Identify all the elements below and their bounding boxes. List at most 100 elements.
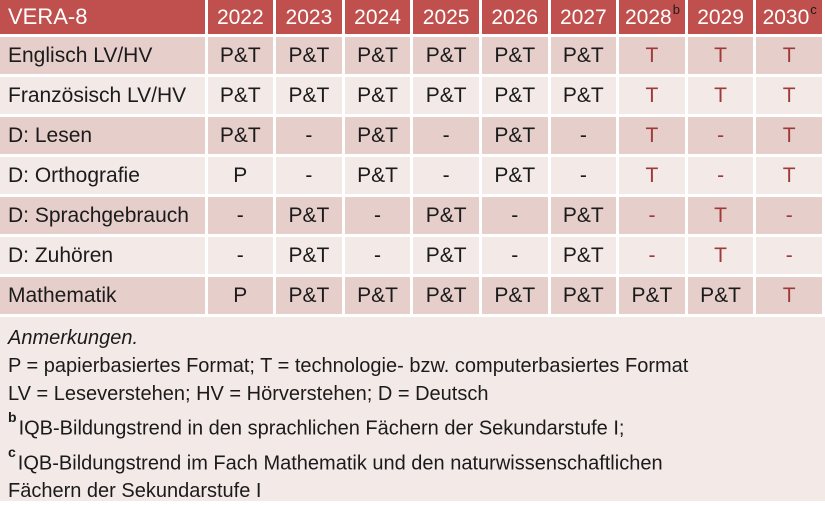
year-label: 2023 [285, 6, 333, 29]
notes-section: Anmerkungen. P = papierbasiertes Format;… [0, 317, 825, 502]
year-label: 2022 [216, 6, 264, 29]
col-superscript-b: b [672, 2, 680, 17]
cell: - [274, 155, 345, 197]
col-2024: 2024 [343, 0, 414, 37]
cell: T [686, 35, 757, 77]
row-label: D: Sprachgebrauch [0, 195, 208, 237]
table-row-franzoesisch: Französisch LV/HV P&T P&T P&T P&T P&T P&… [0, 75, 825, 117]
cell: T [617, 155, 688, 197]
cell: P&T [274, 235, 345, 277]
note-formats: P = papierbasiertes Format; T = technolo… [8, 355, 689, 377]
cell: P&T [343, 155, 414, 197]
cell: T [754, 75, 825, 117]
row-label: D: Zuhören [0, 235, 208, 277]
table-row-d-orthografie: D: Orthografie P - P&T - P&T - T - T [0, 155, 825, 197]
cell: P&T [411, 235, 482, 277]
footnote-b-text: IQB-Bildungstrend in den sprachlichen Fä… [18, 417, 625, 440]
year-label: 2030 [762, 6, 810, 29]
cell: - [274, 115, 345, 157]
cell: P&T [480, 115, 551, 157]
cell: T [754, 155, 825, 197]
year-label: 2028 [624, 6, 672, 29]
col-2025: 2025 [411, 0, 482, 37]
cell: - [411, 115, 482, 157]
cell: - [754, 235, 825, 277]
col-2023: 2023 [274, 0, 345, 37]
cell: P&T [549, 195, 620, 237]
cell: T [754, 275, 825, 317]
cell: P&T [343, 35, 414, 77]
footnote-c-text: IQB-Bildungstrend im Fach Mathematik und… [17, 452, 663, 475]
cell: P [206, 155, 277, 197]
year-label: 2027 [559, 6, 607, 29]
cell: - [617, 235, 688, 277]
col-superscript-c: c [810, 2, 817, 17]
col-2028: 2028b [617, 0, 688, 37]
table-row-englisch: Englisch LV/HV P&T P&T P&T P&T P&T P&T T… [0, 35, 825, 77]
cell: T [754, 115, 825, 157]
year-label: 2025 [422, 6, 470, 29]
year-label: 2024 [354, 6, 401, 29]
cell: T [686, 195, 757, 237]
cell: T [617, 35, 688, 77]
cell: P&T [480, 275, 551, 317]
cell: P&T [274, 195, 345, 237]
cell: - [549, 115, 620, 157]
cell: - [686, 155, 757, 197]
table-row-mathematik: Mathematik P P&T P&T P&T P&T P&T P&T P&T… [0, 275, 825, 317]
cell: T [686, 235, 757, 277]
cell: P&T [411, 195, 482, 237]
table-title: VERA-8 [0, 0, 208, 37]
vera8-schedule-table: VERA-8 2022 2023 2024 2025 2026 2027 202… [0, 0, 825, 317]
table-row-d-lesen: D: Lesen P&T - P&T - P&T - T - T [0, 115, 825, 157]
year-label: 2029 [697, 6, 744, 29]
cell: P&T [549, 75, 620, 117]
cell: T [754, 35, 825, 77]
note-abbreviations: LV = Leseverstehen; HV = Hörverstehen; D… [8, 383, 489, 405]
cell: - [480, 235, 551, 277]
cell: P&T [206, 75, 277, 117]
table-row-d-sprachgebrauch: D: Sprachgebrauch - P&T - P&T - P&T - T … [0, 195, 825, 237]
row-label: Englisch LV/HV [0, 35, 208, 77]
cell: - [686, 115, 757, 157]
cell: P&T [274, 35, 345, 77]
notes-heading: Anmerkungen. [8, 327, 139, 349]
cell: - [480, 195, 551, 237]
cell: - [411, 155, 482, 197]
col-2026: 2026 [480, 0, 551, 37]
cell: P&T [343, 275, 414, 317]
cell: P&T [411, 275, 482, 317]
cell: P&T [206, 35, 277, 77]
cell: P&T [480, 75, 551, 117]
footnote-b-marker: b [8, 409, 17, 425]
row-label: D: Lesen [0, 115, 208, 157]
col-2027: 2027 [549, 0, 620, 37]
table-row-d-zuhoeren: D: Zuhören - P&T - P&T - P&T - T - [0, 235, 825, 277]
cell: P&T [411, 75, 482, 117]
footnote-c: cIQB-Bildungstrend im Fach Mathematik un… [8, 443, 813, 478]
cell: - [206, 195, 277, 237]
cell: P&T [274, 275, 345, 317]
header-row: VERA-8 2022 2023 2024 2025 2026 2027 202… [0, 0, 825, 37]
col-2030: 2030c [754, 0, 825, 37]
cell: P&T [549, 275, 620, 317]
row-label: Mathematik [0, 275, 208, 317]
cell: - [343, 195, 414, 237]
cell: P&T [686, 275, 757, 317]
cell: T [617, 115, 688, 157]
cell: P&T [480, 155, 551, 197]
cell: P&T [549, 35, 620, 77]
row-label: D: Orthografie [0, 155, 208, 197]
year-label: 2026 [491, 6, 539, 29]
col-2029: 2029 [686, 0, 757, 37]
cell: P&T [617, 275, 688, 317]
cell: T [686, 75, 757, 117]
col-2022: 2022 [206, 0, 277, 37]
cell: - [549, 155, 620, 197]
cell: P&T [343, 75, 414, 117]
cell: P&T [343, 115, 414, 157]
cell: - [754, 195, 825, 237]
footnote-c-continued: Fächern der Sekundarstufe I [8, 480, 262, 503]
cell: P&T [480, 35, 551, 77]
cell: P&T [411, 35, 482, 77]
